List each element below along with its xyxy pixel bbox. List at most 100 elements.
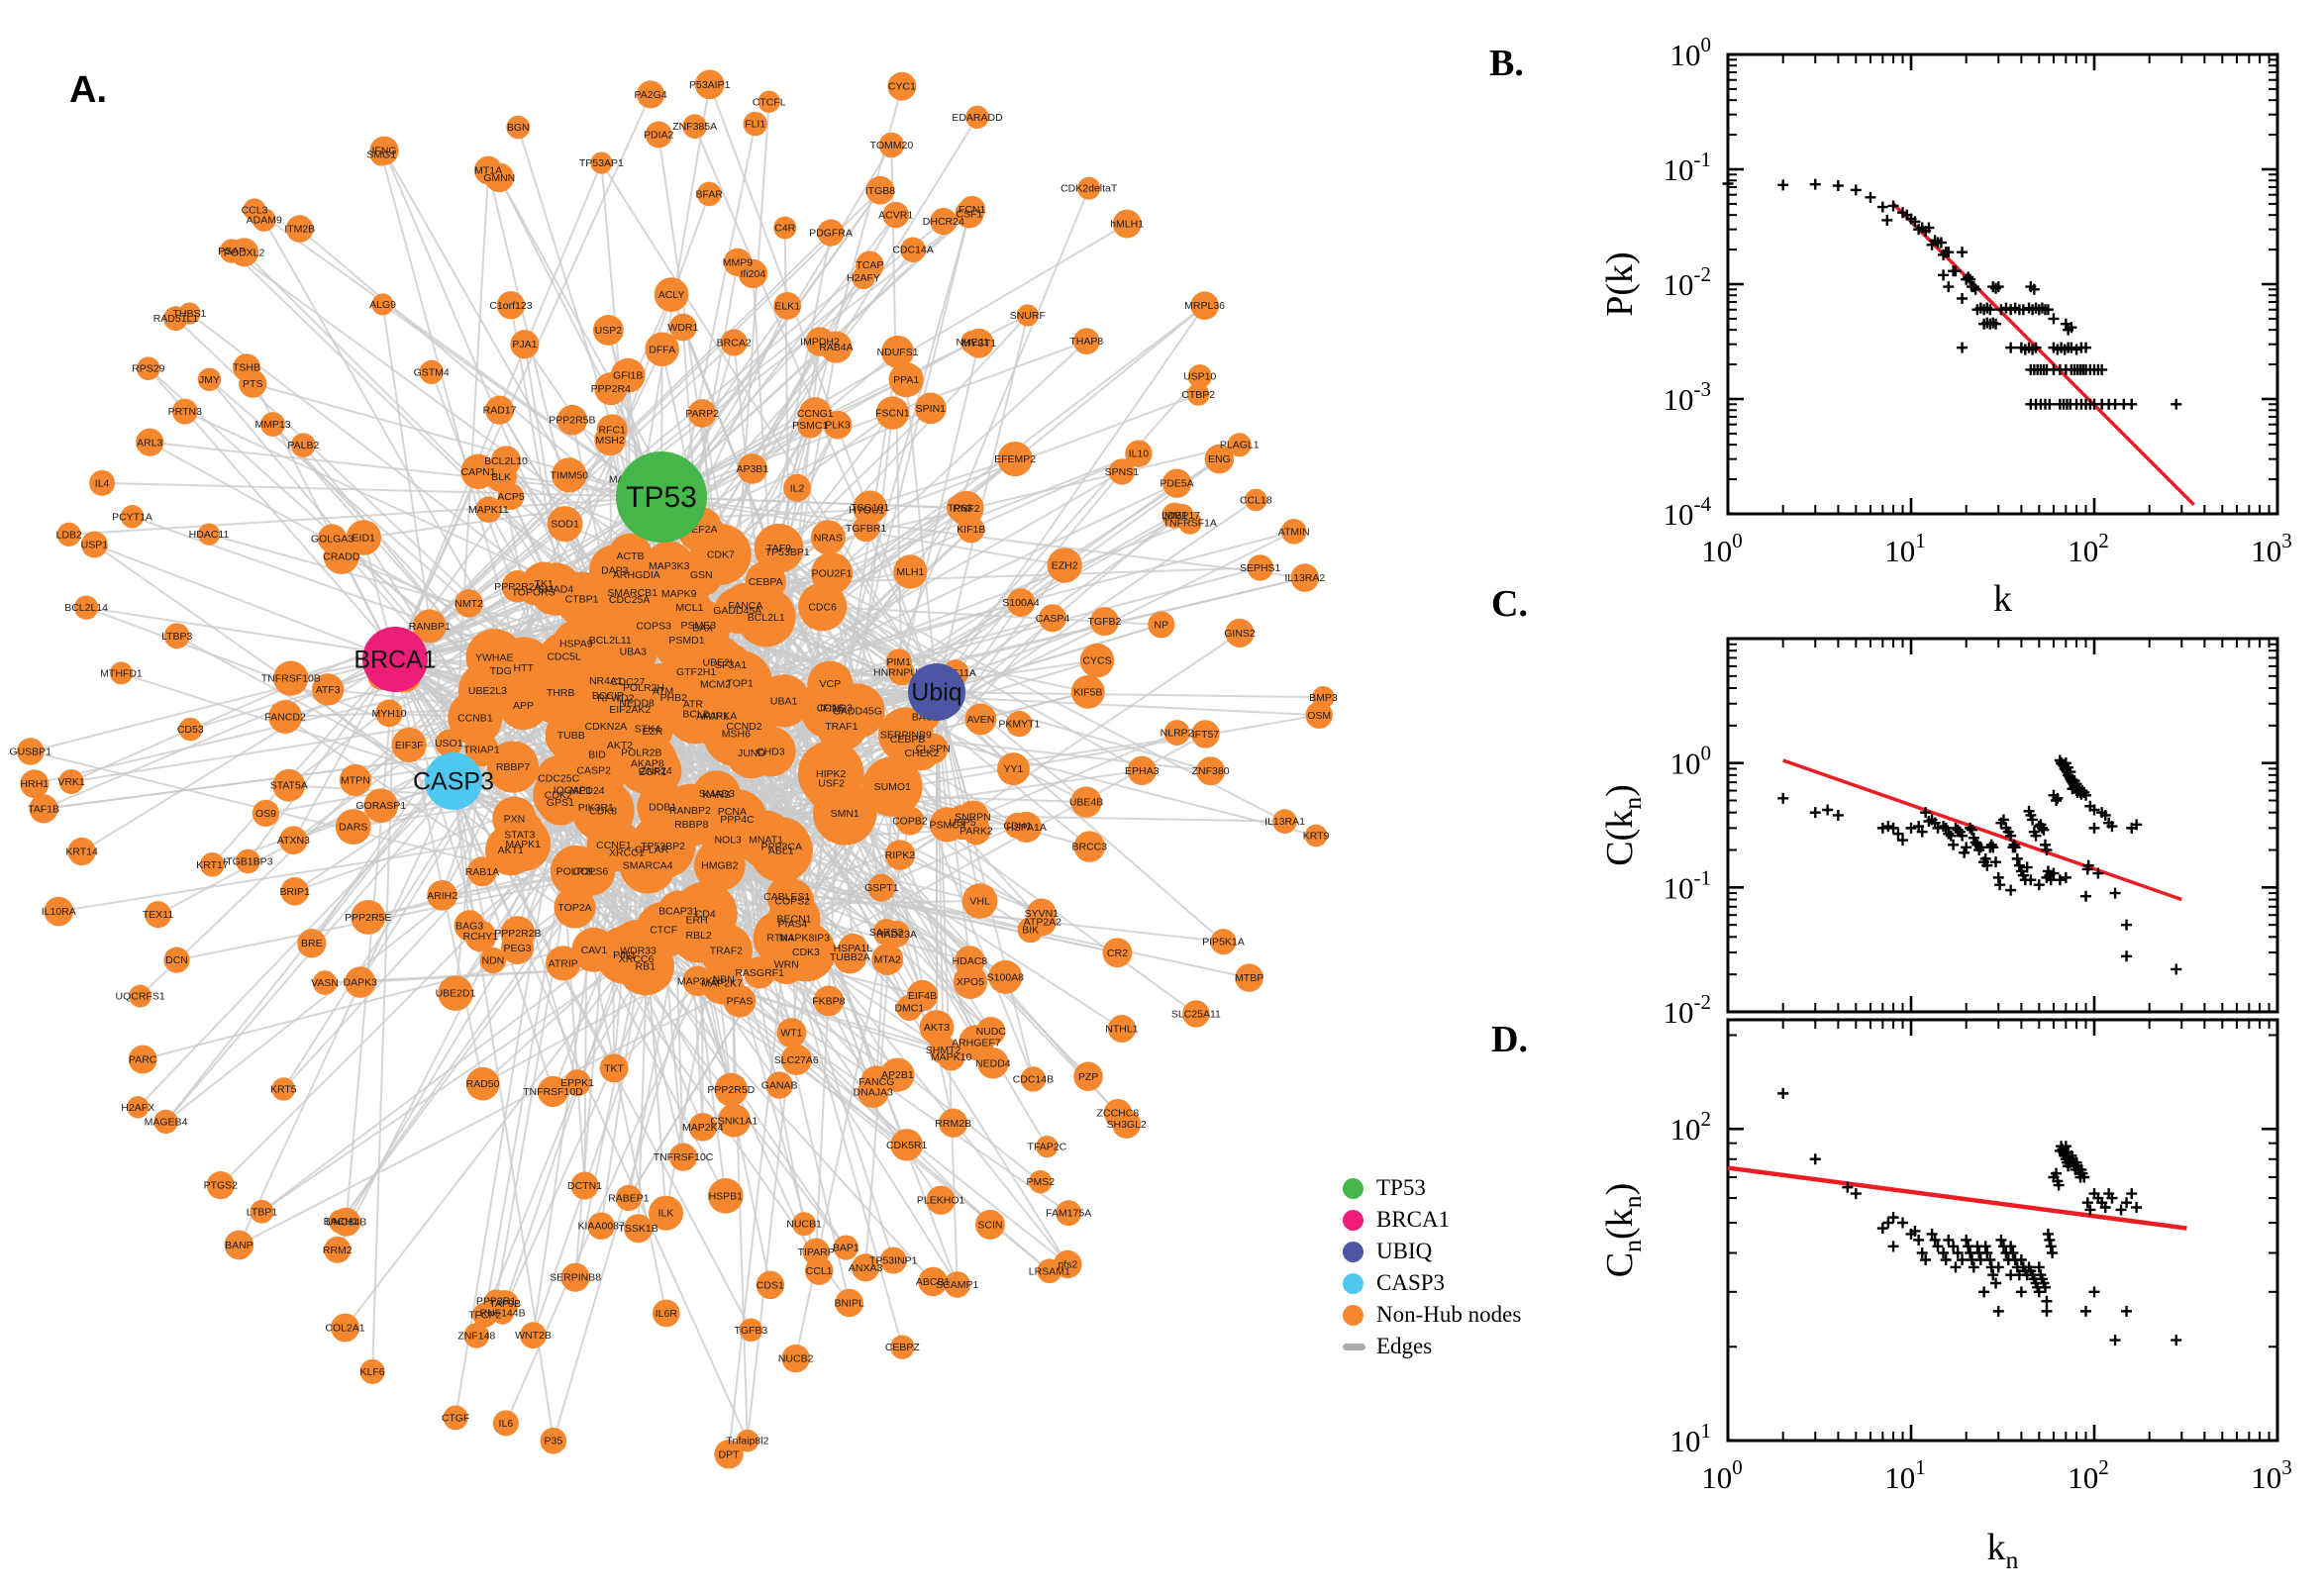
gene-label: SCAMP1 xyxy=(936,1279,978,1291)
gene-node xyxy=(224,1230,254,1260)
gene-label: MNAT1 xyxy=(749,834,783,846)
gene-label: MSH2 xyxy=(596,435,625,447)
gene-node xyxy=(1235,963,1263,992)
gene-label: ZNF385A xyxy=(672,121,717,133)
gene-label: DMC1 xyxy=(894,1002,924,1014)
gene-label: IFNG xyxy=(371,146,396,157)
gene-node xyxy=(798,582,848,632)
gene-label: ATP2A2 xyxy=(1024,917,1061,929)
gene-node xyxy=(1107,1015,1136,1044)
gene-label: IQGAP1 xyxy=(554,784,592,796)
gene-label: TP53AP1 xyxy=(579,157,624,169)
gene-label: VCP xyxy=(820,678,842,690)
gene-node xyxy=(58,768,84,795)
gene-label: AKT3 xyxy=(924,1022,950,1034)
gene-label: BFAR xyxy=(695,188,723,200)
tick-label: 100 xyxy=(1701,1455,1743,1495)
gene-label: BRIP1 xyxy=(280,886,311,898)
gene-node xyxy=(813,781,877,846)
panel-c: 100 10-1 10-2 C(kn) xyxy=(1599,637,2279,1030)
gene-label: PPP4C xyxy=(720,814,755,826)
gene-label: ATM xyxy=(653,685,673,697)
gene-label: PDIA2 xyxy=(644,129,674,141)
gene-node xyxy=(243,198,266,222)
gene-node xyxy=(833,940,867,974)
gene-label: RPS29 xyxy=(132,363,164,375)
gene-node xyxy=(351,899,386,935)
gene-label: HRH1 xyxy=(21,778,50,790)
gene-node xyxy=(145,901,172,929)
gene-node xyxy=(906,979,939,1012)
gene-node xyxy=(1112,209,1142,239)
gene-node xyxy=(879,1247,907,1274)
gene-node xyxy=(1186,383,1210,406)
gene-label: MMP9 xyxy=(723,256,753,268)
gene-label: LTBP1 xyxy=(247,1206,277,1218)
gene-label: TRAF1 xyxy=(825,721,858,733)
gene-label: C1orf123 xyxy=(489,300,532,312)
gene-label: RRM2 xyxy=(323,1245,353,1256)
gene-node xyxy=(996,752,1030,786)
gene-node xyxy=(565,847,616,896)
gene-label: ERH xyxy=(686,915,708,927)
gene-label: SH3GL2 xyxy=(1107,1119,1147,1131)
gene-label: ACLY xyxy=(658,289,685,301)
gene-label: YY1 xyxy=(1004,763,1024,775)
gene-node xyxy=(955,199,984,229)
gene-node xyxy=(479,947,507,974)
gene-node xyxy=(959,1025,994,1060)
gene-label: PSMD1 xyxy=(668,635,704,647)
gene-label: IL13RA1 xyxy=(1264,816,1305,828)
gene-label: TDG xyxy=(490,665,512,677)
gene-node xyxy=(109,661,133,685)
gene-label: EDARADD xyxy=(952,112,1003,124)
gene-label: ITGB1BP3 xyxy=(223,855,272,867)
gene-label: BACH1 xyxy=(324,1216,358,1228)
legend-label: UBIQ xyxy=(1376,1239,1433,1263)
gene-label: hMLH1 xyxy=(1110,219,1144,231)
gene-label: PFAS xyxy=(727,996,754,1008)
gene-label: BNIPL xyxy=(834,1297,864,1309)
gene-label: USF2 xyxy=(818,778,845,790)
gene-node xyxy=(1210,929,1237,955)
scatter-points xyxy=(1777,1087,2182,1347)
gene-node xyxy=(798,397,832,431)
gene-node xyxy=(714,1440,744,1469)
gene-node xyxy=(233,353,260,382)
gene-label: ENG xyxy=(1208,453,1231,465)
gene-label: ARHGDIA xyxy=(613,569,660,581)
gene-label: RBBP7 xyxy=(496,761,531,773)
gene-node xyxy=(592,675,639,722)
gene-label: PIK3R1 xyxy=(578,802,614,814)
gene-node xyxy=(546,946,581,981)
gene-node xyxy=(865,175,895,205)
gene-label: IL10RA xyxy=(42,906,76,918)
gene-node xyxy=(1073,831,1106,862)
gene-node xyxy=(930,208,958,236)
hub-label-brca1: BRCA1 xyxy=(354,647,436,674)
gene-label: BMP3 xyxy=(1309,692,1338,704)
gene-node xyxy=(776,1018,807,1048)
gene-label: BGN xyxy=(507,122,530,134)
gene-label: POLR2L xyxy=(556,865,596,877)
y-axis-title: P(k) xyxy=(1599,251,1641,316)
gene-node xyxy=(465,1066,500,1101)
gene-label: CCNE1 xyxy=(596,840,632,851)
gene-label: UBE2D1 xyxy=(436,988,476,1000)
gene-label: SNRPN xyxy=(955,811,991,823)
gene-label: MSH6 xyxy=(722,728,751,740)
gene-label: KRT5 xyxy=(270,1084,297,1096)
gene-node xyxy=(607,920,669,982)
gene-label: BANP xyxy=(225,1240,253,1251)
gene-label: PPP2R2A xyxy=(494,581,541,593)
gene-label: ZNF148 xyxy=(457,1330,495,1342)
gene-node xyxy=(743,956,776,989)
gene-label: ADAM9 xyxy=(247,215,282,227)
gene-node xyxy=(599,1053,629,1083)
gene-node xyxy=(867,873,896,902)
gene-label: MLH1 xyxy=(896,566,924,578)
gene-label: RABEP1 xyxy=(608,1192,650,1204)
gene-node xyxy=(884,840,916,870)
gene-node xyxy=(1070,786,1102,818)
gene-node xyxy=(484,395,515,425)
